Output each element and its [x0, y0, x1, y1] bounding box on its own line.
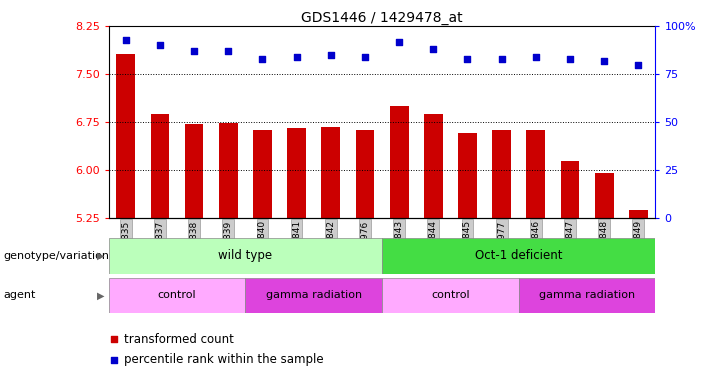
Bar: [287, 128, 306, 217]
Bar: [245, 278, 382, 313]
Text: Oct-1 deficient: Oct-1 deficient: [475, 249, 562, 262]
Text: GSM37838: GSM37838: [189, 220, 198, 270]
Bar: [109, 238, 382, 274]
Text: GSM37845: GSM37845: [463, 220, 472, 269]
Text: control: control: [158, 290, 196, 300]
Text: GSM37977: GSM37977: [497, 220, 506, 270]
Text: genotype/variation: genotype/variation: [4, 251, 109, 261]
Point: [530, 54, 541, 60]
Text: ▶: ▶: [97, 251, 104, 261]
Text: transformed count: transformed count: [123, 333, 233, 346]
Bar: [184, 124, 203, 218]
Bar: [519, 278, 655, 313]
Text: gamma radiation: gamma radiation: [539, 290, 635, 300]
Bar: [253, 129, 272, 218]
Point: [633, 62, 644, 68]
Text: ▶: ▶: [97, 290, 104, 300]
Point: [325, 52, 336, 58]
Bar: [321, 127, 340, 218]
Bar: [492, 129, 511, 218]
Text: GSM37840: GSM37840: [258, 220, 267, 269]
Bar: [116, 54, 135, 217]
Text: GSM37846: GSM37846: [531, 220, 540, 269]
Point: [303, 90, 314, 96]
Title: GDS1446 / 1429478_at: GDS1446 / 1429478_at: [301, 11, 463, 25]
Point: [496, 56, 508, 62]
Bar: [382, 278, 519, 313]
Bar: [526, 130, 545, 218]
Bar: [629, 210, 648, 218]
Point: [428, 46, 439, 52]
Bar: [561, 161, 580, 218]
Bar: [594, 173, 613, 217]
Point: [462, 56, 473, 62]
Text: GSM37848: GSM37848: [599, 220, 608, 269]
Text: control: control: [431, 290, 470, 300]
Bar: [458, 133, 477, 218]
Text: percentile rank within the sample: percentile rank within the sample: [123, 354, 323, 366]
Bar: [424, 114, 443, 218]
Text: GSM37835: GSM37835: [121, 220, 130, 270]
Text: wild type: wild type: [218, 249, 273, 262]
Text: GSM37839: GSM37839: [224, 220, 233, 270]
Point: [257, 56, 268, 62]
Text: GSM37843: GSM37843: [395, 220, 404, 269]
Bar: [355, 129, 374, 218]
Bar: [109, 278, 245, 313]
Text: GSM37842: GSM37842: [326, 220, 335, 269]
Text: GSM37841: GSM37841: [292, 220, 301, 269]
Text: GSM37837: GSM37837: [156, 220, 165, 270]
Bar: [151, 114, 170, 218]
Text: agent: agent: [4, 290, 36, 300]
Point: [303, 278, 314, 284]
Text: gamma radiation: gamma radiation: [266, 290, 362, 300]
Point: [154, 42, 165, 48]
Text: GSM37976: GSM37976: [360, 220, 369, 270]
Point: [564, 56, 576, 62]
Point: [291, 54, 302, 60]
Bar: [382, 238, 655, 274]
Text: GSM37847: GSM37847: [566, 220, 575, 269]
Point: [360, 54, 371, 60]
Point: [599, 58, 610, 64]
Point: [223, 48, 234, 54]
Bar: [390, 106, 409, 218]
Point: [393, 39, 404, 45]
Text: GSM37844: GSM37844: [429, 220, 438, 269]
Text: GSM37849: GSM37849: [634, 220, 643, 269]
Bar: [219, 123, 238, 218]
Point: [189, 48, 200, 54]
Point: [120, 37, 131, 43]
